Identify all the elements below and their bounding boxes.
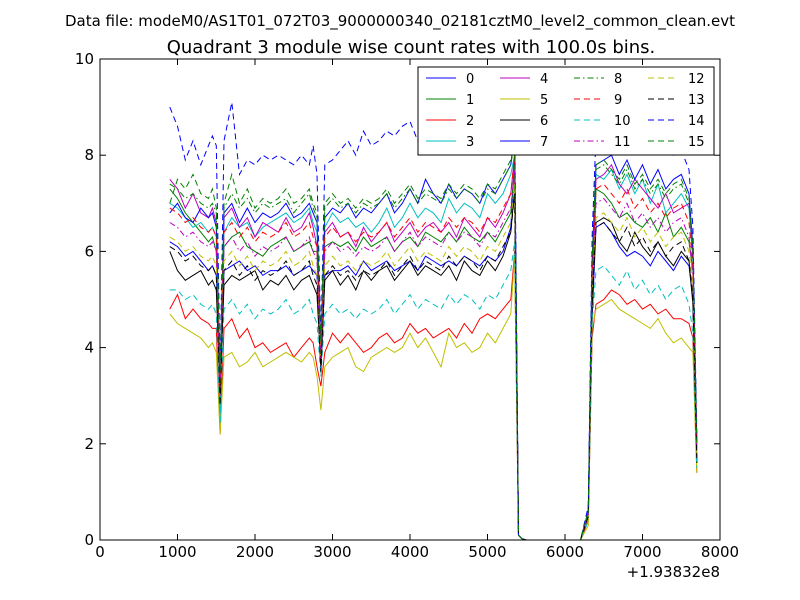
legend-label-10: 10	[614, 114, 631, 129]
y-tick-label: 8	[84, 146, 94, 164]
series-line-10	[169, 241, 698, 541]
series-line-13	[169, 193, 698, 541]
x-tick-label: 5000	[468, 543, 506, 561]
series-line-2	[169, 251, 698, 541]
legend-label-2: 2	[466, 114, 474, 129]
series-line-8	[169, 140, 698, 541]
legend-label-5: 5	[540, 93, 548, 108]
series-line-6	[169, 188, 698, 541]
series-line-1	[169, 164, 698, 541]
y-tick-label: 2	[84, 435, 94, 453]
x-tick-label: 6000	[546, 543, 584, 561]
y-tick-label: 6	[84, 242, 94, 260]
series-line-15	[169, 145, 698, 541]
x-tick-label: 0	[95, 543, 105, 561]
data-file-label: Data file: modeM0/AS1T01_072T03_90000003…	[65, 12, 735, 31]
y-tick-label: 4	[84, 339, 94, 357]
legend-label-3: 3	[466, 135, 474, 150]
x-tick-label: 2000	[236, 543, 274, 561]
series-line-11	[169, 169, 698, 541]
legend-label-15: 15	[688, 135, 705, 150]
legend-label-0: 0	[466, 72, 474, 87]
series-line-4	[169, 155, 698, 541]
legend-label-13: 13	[688, 93, 705, 108]
series-line-0	[169, 159, 698, 541]
x-tick-label: 7000	[623, 543, 661, 561]
series-line-5	[169, 256, 698, 541]
series-layer	[169, 82, 698, 541]
x-tick-label: 3000	[313, 543, 351, 561]
chart-title: Quadrant 3 module wise count rates with …	[167, 37, 656, 58]
legend-label-9: 9	[614, 93, 622, 108]
series-line-9	[169, 155, 698, 541]
y-tick-label: 0	[84, 531, 94, 549]
series-line-3	[169, 155, 698, 541]
legend-label-14: 14	[688, 114, 705, 129]
series-line-7	[169, 131, 698, 541]
x-tick-label: 4000	[391, 543, 429, 561]
legend-label-11: 11	[614, 135, 631, 150]
legend-label-4: 4	[540, 72, 548, 87]
legend-label-7: 7	[540, 135, 548, 150]
series-line-12	[169, 184, 698, 541]
legend-label-1: 1	[466, 93, 474, 108]
legend-box	[417, 66, 715, 156]
legend-label-8: 8	[614, 72, 622, 87]
legend-label-12: 12	[688, 72, 705, 87]
x-tick-label: 1000	[158, 543, 196, 561]
legend-label-6: 6	[540, 114, 548, 129]
y-tick-label: 10	[75, 50, 94, 68]
x-offset-label: +1.93832e8	[627, 563, 720, 581]
x-tick-label: 8000	[701, 543, 739, 561]
